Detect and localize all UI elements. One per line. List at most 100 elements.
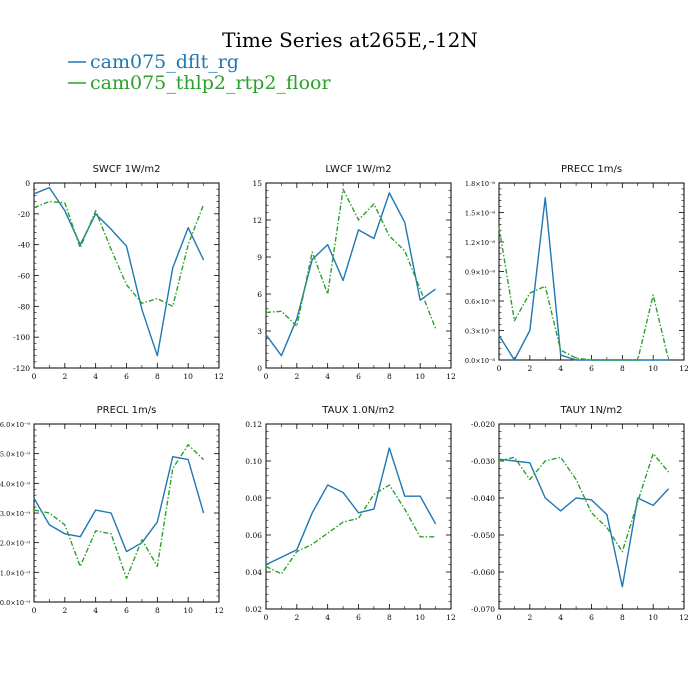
chart-panel-2: LWCF 1W/m2 0 2 4 6 8 10 12 0 3 6 9 12 15 [252, 164, 456, 381]
x-tick-label: 12 [214, 606, 224, 615]
series-line-2 [498, 452, 670, 553]
x-tick-label: 2 [527, 364, 532, 373]
x-tick-label: 2 [294, 613, 299, 622]
x-tick-label: 12 [214, 372, 224, 381]
x-tick-label: 8 [387, 613, 392, 622]
x-tick-label: 6 [356, 372, 361, 381]
y-tick-label: 0.0×10⁻⁸ [465, 357, 495, 365]
x-tick-label: 0 [32, 606, 37, 615]
x-tick-label: 10 [183, 372, 193, 381]
x-tick-label: 6 [356, 613, 361, 622]
x-tick-label: 0 [497, 613, 502, 622]
y-tick-label: 9 [257, 253, 262, 262]
panel-title: TAUY 1N/m2 [559, 405, 622, 416]
y-tick-label: -0.050 [471, 531, 495, 540]
y-tick-label: -0.040 [471, 494, 495, 503]
panel-title: LWCF 1W/m2 [325, 164, 391, 175]
legend-label-2: cam075_thlp2_rtp2_floor [90, 72, 331, 94]
y-tick-label: -40 [18, 241, 30, 250]
series-line-1 [265, 192, 436, 357]
x-tick-label: 4 [558, 364, 563, 373]
x-tick-label: 0 [264, 372, 269, 381]
x-tick-label: 12 [679, 364, 689, 373]
y-tick-label: 0.04 [245, 568, 262, 577]
series-line-2 [33, 444, 205, 579]
y-tick-label: 15 [252, 179, 262, 188]
y-tick-label: 3 [257, 327, 262, 336]
series-line-1 [33, 455, 205, 553]
x-tick-label: 12 [679, 613, 689, 622]
x-tick-label: 12 [446, 372, 456, 381]
y-tick-label: -80 [18, 302, 30, 311]
y-tick-label: -0.070 [471, 605, 495, 614]
y-tick-label: 1.8×10⁻⁸ [465, 180, 495, 188]
y-tick-label: 0 [25, 179, 30, 188]
x-tick-label: 8 [620, 364, 625, 373]
y-tick-label: -120 [13, 364, 30, 373]
y-tick-label: -20 [18, 210, 30, 219]
chart-panel-5: TAUX 1.0N/m2 0 2 4 6 8 10 12 0.02 0.04 0.06 0.08 0.1… [245, 405, 456, 622]
y-tick-label: 0.12 [245, 420, 262, 429]
x-tick-label: 2 [527, 613, 532, 622]
x-tick-label: 12 [446, 613, 456, 622]
chart-panel-6: TAUY 1N/m2 0 2 4 6 8 10 12 -0.070 -0.060 -0.050 -0.… [471, 405, 689, 622]
chart-panel-1: SWCF 1W/m2 0 2 4 6 8 10 12 -120 -100 -80 -60 -40 -20 0 [13, 164, 224, 381]
series-line-2 [265, 188, 437, 329]
y-tick-label: 1.0×10⁻⁹ [0, 569, 30, 577]
y-tick-label: 1.2×10⁻⁸ [465, 239, 495, 247]
x-tick-label: 4 [558, 613, 563, 622]
x-tick-label: 10 [648, 613, 658, 622]
y-tick-label: 2.0×10⁻⁹ [0, 540, 30, 548]
y-tick-label: 0.3×10⁻⁸ [465, 328, 495, 336]
legend-label-1: cam075_dflt_rg [90, 51, 239, 73]
x-tick-label: 8 [155, 606, 160, 615]
x-tick-label: 4 [93, 606, 98, 615]
y-tick-label: -100 [13, 333, 30, 342]
x-tick-label: 4 [325, 613, 330, 622]
x-tick-label: 6 [124, 606, 129, 615]
y-tick-label: 0 [257, 364, 262, 373]
y-tick-label: 0.6×10⁻⁸ [465, 298, 495, 306]
y-tick-label: 0.06 [245, 531, 262, 540]
series-line-2 [498, 227, 670, 361]
series-line-1 [498, 197, 669, 361]
y-tick-label: 0.08 [245, 494, 262, 503]
x-tick-label: 6 [589, 364, 594, 373]
y-tick-label: 5.0×10⁻⁹ [0, 451, 30, 459]
y-tick-label: -0.060 [471, 568, 495, 577]
panel-title: PRECC 1m/s [561, 164, 622, 175]
chart-panel-4: PRECL 1m/s 0 2 4 6 8 10 12 0.0×10⁻⁹ 1.0×10⁻⁹ 2.0×1… [0, 405, 224, 615]
panel-title: TAUX 1.0N/m2 [321, 405, 394, 416]
y-tick-label: 6 [257, 290, 262, 299]
y-tick-label: 4.0×10⁻⁹ [0, 480, 30, 488]
x-tick-label: 10 [183, 606, 193, 615]
series-line-1 [33, 186, 205, 357]
y-tick-label: -0.030 [471, 457, 495, 466]
figure-title: Time Series at265E,-12N [222, 28, 478, 52]
x-tick-label: 0 [497, 364, 502, 373]
x-tick-label: 2 [294, 372, 299, 381]
x-tick-label: 8 [620, 613, 625, 622]
chart-panel-3: PRECC 1m/s 0 2 4 6 8 10 12 0.0×10⁻⁸ 0.3×10⁻⁸ 0.6×1… [465, 164, 689, 373]
series-line-2 [33, 200, 205, 308]
x-tick-label: 0 [264, 613, 269, 622]
x-tick-label: 6 [589, 613, 594, 622]
y-tick-label: -60 [18, 272, 30, 281]
x-tick-label: 4 [93, 372, 98, 381]
y-tick-label: 1.5×10⁻⁸ [465, 210, 495, 218]
y-tick-label: 12 [252, 216, 262, 225]
y-tick-label: 0.02 [245, 605, 262, 614]
x-tick-label: 2 [62, 372, 67, 381]
x-tick-label: 10 [415, 372, 425, 381]
y-tick-label: 0.0×10⁻⁹ [0, 599, 30, 607]
x-tick-label: 10 [415, 613, 425, 622]
panels: SWCF 1W/m2 0 2 4 6 8 10 12 -120 -100 -80 -60 -40 -20 0… [0, 164, 689, 622]
x-tick-label: 8 [387, 372, 392, 381]
y-tick-label: 6.0×10⁻⁹ [0, 421, 30, 429]
series-line-1 [498, 458, 670, 588]
panel-title: PRECL 1m/s [97, 405, 157, 416]
x-tick-label: 6 [124, 372, 129, 381]
x-tick-label: 4 [325, 372, 330, 381]
